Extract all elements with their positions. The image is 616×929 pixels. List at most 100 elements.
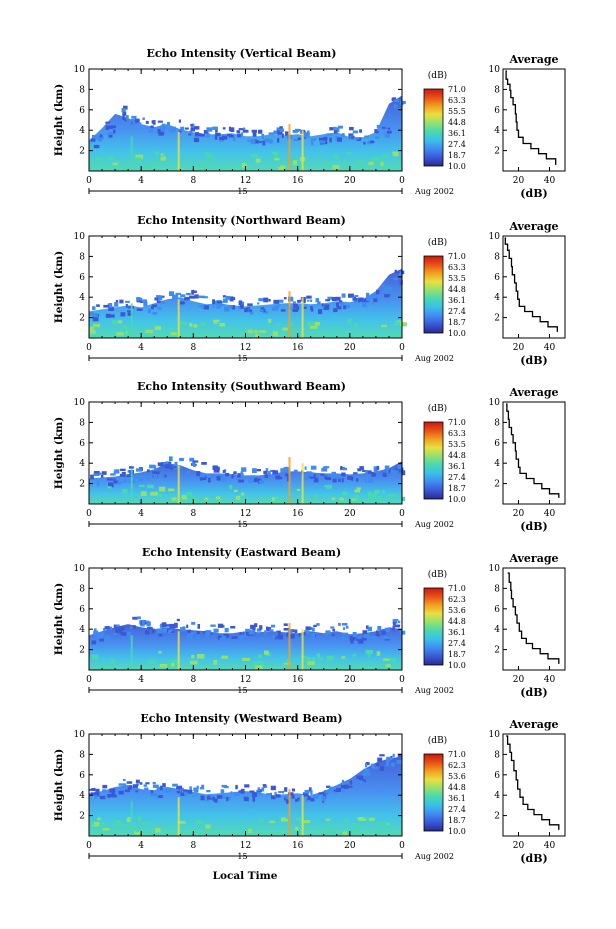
- echo-cell: [372, 635, 377, 640]
- echo-cell: [325, 477, 331, 481]
- echo-cell: [115, 624, 120, 627]
- echo-cell: [121, 108, 126, 113]
- echo-cell: [358, 639, 364, 644]
- echo-cell: [121, 118, 125, 123]
- echo-cell: [233, 489, 238, 492]
- echo-cell: [102, 789, 106, 792]
- echo-cell: [217, 623, 224, 628]
- echo-cell: [380, 766, 384, 771]
- echo-cell: [337, 306, 342, 310]
- echo-cell: [237, 133, 242, 138]
- echo-cell: [332, 478, 337, 483]
- echo-cell: [210, 795, 213, 798]
- colorbar-tick-label: 71.0: [448, 252, 466, 261]
- echo-streak: [130, 635, 133, 670]
- echo-cell: [162, 783, 166, 788]
- echo-cell: [212, 156, 216, 162]
- echo-cell: [138, 484, 145, 488]
- echo-cell: [354, 322, 358, 328]
- echo-cell: [324, 485, 330, 488]
- average-x-label: (dB): [520, 354, 547, 367]
- echo-cell: [216, 304, 221, 309]
- echo-cell: [193, 329, 197, 333]
- echo-cell: [338, 300, 343, 303]
- echo-cell: [91, 640, 97, 645]
- echo-cell: [114, 469, 120, 474]
- echo-cell: [355, 474, 358, 478]
- echo-cell: [156, 300, 161, 303]
- echo-cell: [393, 278, 399, 281]
- echo-cell: [275, 632, 278, 636]
- echo-cell: [357, 159, 364, 164]
- echo-cell: [305, 626, 311, 630]
- average-title: Average: [508, 718, 558, 731]
- x-tick-label: 20: [344, 509, 356, 519]
- echo-cell: [178, 119, 181, 123]
- echo-cell: [161, 622, 167, 628]
- echo-cell: [334, 473, 341, 478]
- echo-cell: [105, 121, 110, 124]
- average-frame: [502, 567, 566, 671]
- echo-cell: [297, 797, 300, 801]
- echo-cell: [241, 163, 247, 168]
- echo-cell: [238, 790, 242, 793]
- echo-region: [89, 95, 402, 171]
- echo-cell: [230, 626, 236, 629]
- echo-cell: [180, 792, 185, 796]
- echo-cell: [170, 630, 175, 633]
- echo-cell: [169, 787, 171, 791]
- echo-cell: [370, 763, 375, 768]
- x-tick-label: 12: [240, 343, 251, 353]
- average-frame: [502, 733, 566, 837]
- echo-cell: [307, 796, 311, 801]
- echo-cell: [374, 470, 378, 473]
- echo-cell: [212, 499, 220, 505]
- echo-cell: [194, 631, 197, 634]
- echo-cell: [199, 133, 205, 137]
- day-label: 15: [237, 852, 247, 861]
- echo-cell: [296, 305, 300, 310]
- echo-cell: [288, 296, 294, 302]
- echo-cell: [344, 784, 349, 789]
- echo-cell: [340, 302, 345, 307]
- echo-cell: [235, 784, 238, 790]
- echo-cell: [169, 291, 175, 297]
- echo-cell: [106, 478, 113, 481]
- echo-cell: [248, 828, 252, 833]
- echo-cell: [210, 632, 213, 635]
- echo-cell: [359, 129, 362, 133]
- echo-cell: [400, 100, 406, 105]
- echo-cell: [188, 133, 192, 136]
- echo-cell: [92, 822, 100, 827]
- colorbar-tick-label: 62.3: [448, 595, 466, 604]
- average-profile-line: [504, 237, 558, 332]
- echo-cell: [230, 127, 235, 132]
- echo-cell: [341, 293, 346, 298]
- echo-cell: [392, 151, 399, 157]
- echo-cell: [256, 469, 261, 472]
- echo-cell: [215, 127, 218, 133]
- echo-cell: [123, 783, 127, 788]
- echo-cell: [342, 491, 348, 496]
- echo-cell: [208, 477, 211, 483]
- echo-cell: [91, 788, 96, 791]
- echo-cell: [325, 630, 331, 635]
- echo-cell: [358, 297, 364, 303]
- echo-cell: [304, 466, 307, 470]
- echo-cell: [145, 476, 151, 481]
- y-tick-label: 6: [79, 106, 85, 116]
- echo-cell: [206, 790, 211, 793]
- echo-cell: [241, 492, 245, 496]
- echo-cell: [197, 498, 201, 503]
- echo-cell: [400, 322, 407, 327]
- echo-cell: [368, 817, 375, 821]
- echo-cell: [217, 635, 222, 640]
- echo-cell: [341, 656, 346, 659]
- echo-cell: [311, 633, 316, 637]
- echo-cell: [329, 786, 334, 792]
- echo-cell: [354, 828, 359, 833]
- echo-cell: [130, 626, 133, 629]
- echo-cell: [240, 304, 244, 309]
- echo-cell: [225, 472, 230, 477]
- echo-cell: [135, 118, 140, 123]
